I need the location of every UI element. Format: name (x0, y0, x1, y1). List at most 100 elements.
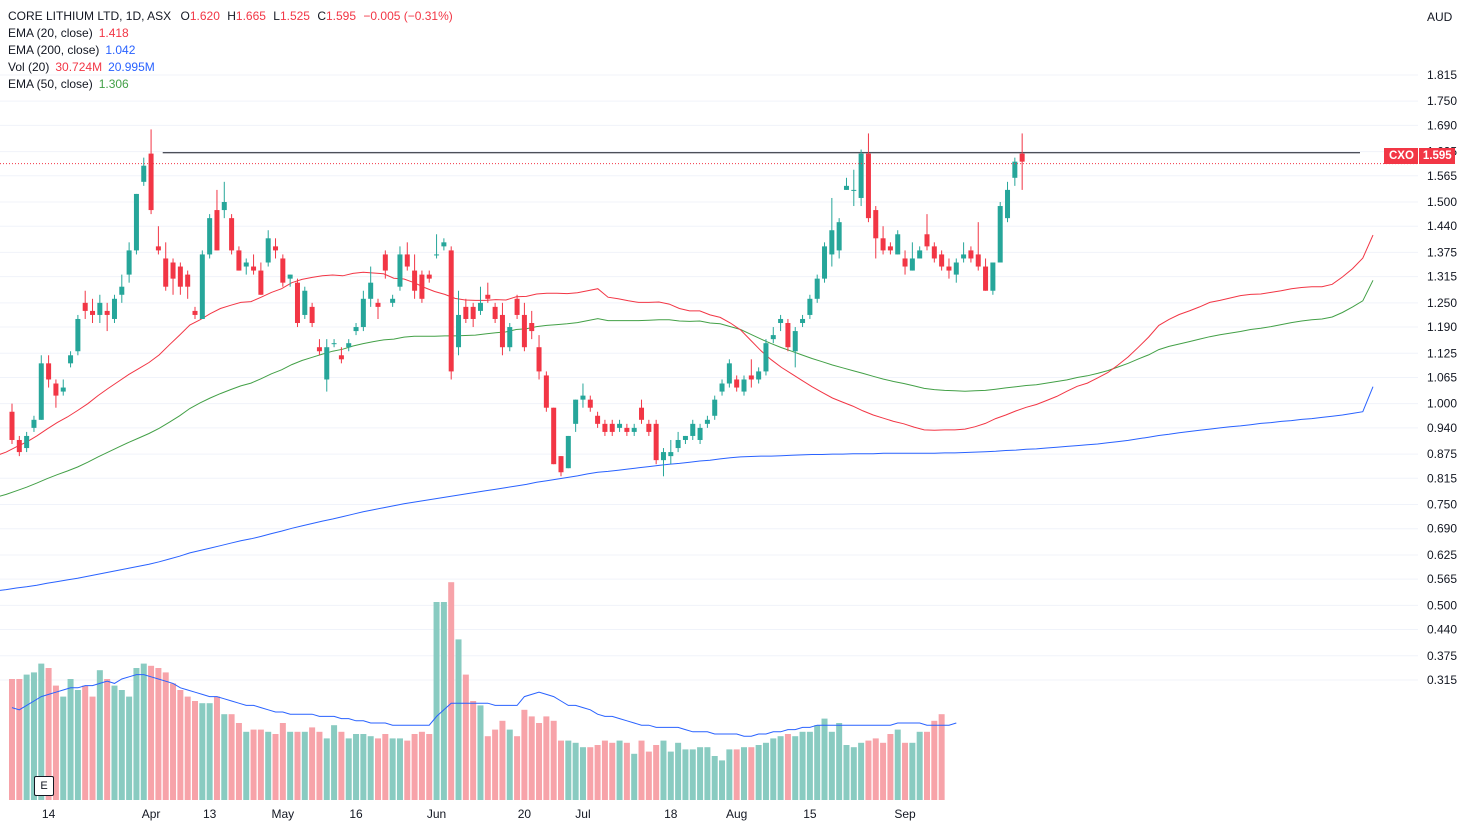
open-value: 1.620 (189, 9, 220, 23)
candle-body (800, 318, 806, 324)
candle-body (507, 327, 513, 348)
candle (353, 323, 359, 336)
volume-bar (653, 745, 660, 800)
symbol-title[interactable]: CORE LITHIUM LTD, 1D, ASX (8, 9, 172, 23)
candle-body (851, 189, 857, 191)
candle-body (917, 250, 923, 259)
candle-body (60, 387, 66, 392)
candle (229, 214, 235, 255)
candle (331, 339, 337, 348)
price-tag-value: 1.595 (1422, 150, 1452, 162)
candle-body (68, 355, 74, 364)
volume-bar (616, 740, 623, 800)
candle-body (9, 411, 15, 440)
candle-body (214, 210, 220, 251)
price-tick-label: 1.815 (1427, 68, 1457, 82)
candle (712, 395, 718, 420)
volume-bar (426, 734, 433, 800)
candle-body (653, 423, 659, 461)
candle-body (990, 262, 996, 291)
candle-body (536, 347, 542, 372)
candle-body (119, 286, 125, 295)
candle (543, 371, 549, 412)
candle (997, 202, 1003, 263)
chart-legend: CORE LITHIUM LTD, 1D, ASX O1.620 H1.665 … (8, 8, 453, 93)
candle-body (858, 153, 864, 198)
price-tick-label: 0.750 (1427, 498, 1457, 512)
volume-bar (345, 738, 352, 800)
candle (785, 318, 791, 352)
volume-bar (30, 672, 37, 800)
candle-body (748, 375, 754, 380)
candle (412, 254, 418, 299)
price-grid (0, 74, 1418, 681)
candle-body (477, 302, 483, 311)
candle (946, 258, 952, 279)
candle-body (360, 298, 366, 328)
price-tick-label: 0.815 (1427, 471, 1457, 485)
candle-body (492, 306, 498, 319)
volume-bar (828, 731, 835, 800)
high-label: H (227, 9, 236, 23)
candle (536, 335, 542, 380)
candle (836, 218, 842, 259)
volume-bar (82, 685, 89, 800)
candle-body (719, 383, 725, 392)
candle-body (543, 375, 549, 408)
earnings-badge[interactable]: E (34, 776, 54, 796)
volume-bar (902, 742, 909, 800)
volume-bar (294, 731, 301, 800)
candle-body (573, 399, 579, 424)
candle-body (499, 314, 505, 348)
candle (565, 435, 571, 469)
candle (192, 306, 198, 319)
volume-bar (689, 749, 696, 800)
ema50-label: EMA (50, close) (8, 77, 93, 91)
volume-bar (301, 731, 308, 800)
candle-body (529, 323, 535, 332)
candle (456, 290, 462, 356)
candle-body (939, 254, 945, 267)
volume-bar (579, 747, 586, 800)
volume-bar (155, 668, 162, 800)
candle (155, 226, 161, 255)
volume-bar (177, 690, 184, 800)
candle (975, 222, 981, 271)
volume-bar (872, 738, 879, 800)
candle-body (1019, 153, 1025, 162)
candle-body (624, 427, 630, 432)
ema50-row[interactable]: EMA (50, close) 1.306 (8, 76, 453, 93)
candle (931, 242, 937, 263)
candle (602, 419, 608, 436)
candle (346, 339, 352, 352)
volume-bar (396, 738, 403, 800)
volume-bar (148, 665, 155, 800)
candle (514, 294, 520, 319)
candle (880, 226, 886, 255)
volume-bar (587, 747, 594, 800)
candle (287, 274, 293, 287)
candle (895, 230, 901, 255)
candle-body (324, 347, 330, 380)
volume-bar (609, 742, 616, 800)
candle-body (785, 323, 791, 348)
volume-bar (199, 703, 206, 800)
ema200-line (0, 386, 1374, 591)
ema20-row[interactable]: EMA (20, close) 1.418 (8, 25, 453, 42)
ema200-row[interactable]: EMA (200, close) 1.042 (8, 42, 453, 59)
candle-body (148, 153, 154, 211)
volume-bar (645, 751, 652, 800)
candle-body (778, 318, 784, 324)
candle-body (514, 298, 520, 315)
volume-bar (916, 731, 923, 800)
candle-body (887, 246, 893, 251)
candle (646, 419, 652, 436)
volume-bar (360, 734, 367, 800)
price-tick-label: 1.375 (1427, 245, 1457, 259)
ema20-value: 1.418 (98, 26, 129, 40)
volume-bar (96, 670, 103, 800)
candle (82, 290, 88, 319)
volume-bar (660, 740, 667, 800)
volume-row[interactable]: Vol (20) 30.724M 20.995M (8, 59, 453, 76)
